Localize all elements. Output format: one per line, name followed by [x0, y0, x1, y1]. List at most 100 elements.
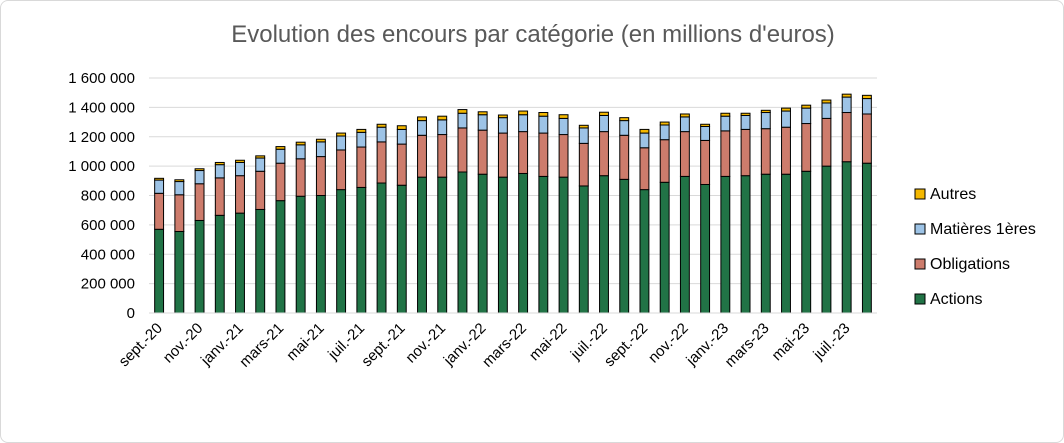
bar-segment-mati-res-1-res [740, 114, 751, 130]
bar-segment-mati-res-1-res [235, 161, 245, 177]
bar-segment-obligations [619, 134, 630, 180]
bar-segment-mati-res-1-res [861, 98, 872, 115]
bar-segment-mati-res-1-res [275, 148, 286, 164]
bar-segment-actions [497, 176, 508, 314]
bar-segment-obligations [235, 175, 245, 214]
bar-segment-mati-res-1-res [174, 181, 185, 196]
bar-segment-mati-res-1-res [801, 107, 812, 125]
bar-segment-obligations [861, 113, 872, 164]
bar-segment-autres [781, 107, 791, 112]
bar-segment-mati-res-1-res [417, 120, 427, 136]
bar-segment-autres [235, 159, 245, 163]
bar-segment-mati-res-1-res [437, 119, 448, 136]
bar-segment-obligations [336, 149, 347, 191]
x-tick-label: mai-22 [526, 320, 570, 364]
bar-segment-obligations [497, 132, 508, 178]
bar-segment-autres [841, 93, 852, 98]
bar-segment-autres [497, 114, 508, 119]
bar-segment-actions [518, 172, 529, 314]
bar-segment-mati-res-1-res [154, 179, 165, 194]
y-tick-label: 0 [127, 305, 135, 322]
bar-segment-autres [679, 113, 690, 118]
bar-segment-obligations [558, 134, 569, 178]
y-tick-label: 1 000 000 [68, 158, 135, 175]
bar-segment-actions [194, 219, 205, 314]
bar-segment-autres [417, 116, 427, 122]
bar-segment-mati-res-1-res [336, 135, 347, 151]
bar-segment-mati-res-1-res [457, 112, 468, 129]
bar-segment-autres [700, 123, 711, 127]
legend-swatch [914, 188, 926, 200]
legend-swatch [914, 293, 926, 305]
bar-segment-obligations [518, 131, 529, 174]
bar-segment-mati-res-1-res [700, 125, 711, 141]
bar-segment-autres [639, 128, 650, 134]
bar-segment-autres [376, 123, 387, 128]
bar-segment-mati-res-1-res [295, 144, 306, 160]
x-tick-label: mai-23 [769, 320, 813, 364]
bar-segment-mati-res-1-res [720, 115, 731, 132]
y-tick-label: 800 000 [81, 188, 135, 205]
bar-segment-mati-res-1-res [578, 127, 589, 144]
legend-swatch [914, 223, 926, 235]
bar-segment-actions [861, 162, 872, 314]
y-tick-label: 1 600 000 [68, 70, 135, 87]
bar-segment-actions [417, 176, 427, 314]
bar-segment-autres [861, 94, 872, 100]
bar-segment-mati-res-1-res [376, 126, 387, 143]
x-tick-label: sept.-22 [601, 320, 651, 370]
bar-segment-mati-res-1-res [477, 114, 488, 131]
bar-segment-actions [558, 176, 569, 314]
bar-segment-obligations [255, 170, 266, 210]
x-tick-label: mai-21 [283, 320, 327, 364]
bar-segment-mati-res-1-res [214, 164, 225, 179]
bar-segment-obligations [174, 194, 185, 232]
bar-segment-actions [760, 173, 771, 314]
bar-segment-autres [740, 112, 751, 116]
bar-segment-mati-res-1-res [194, 170, 205, 185]
legend: Autres Matières 1ères Obligations Actions [914, 186, 1036, 308]
bar-segment-autres [255, 155, 266, 159]
bar-segment-obligations [315, 156, 326, 196]
bar-segment-actions [437, 176, 448, 314]
bar-segment-autres [174, 179, 185, 183]
bar-segment-actions [639, 189, 650, 314]
bar-segment-obligations [740, 128, 751, 177]
x-tick-label: juil.-23 [810, 320, 854, 364]
x-tick-label: sept.-21 [358, 320, 408, 370]
bar-segment-actions [599, 175, 609, 314]
bar-segment-autres [437, 115, 448, 121]
bar-segment-autres [720, 112, 731, 117]
bar-segment-obligations [841, 112, 852, 163]
bar-segment-actions [821, 165, 832, 314]
bar-segment-autres [295, 141, 306, 146]
bar-segment-obligations [801, 123, 812, 172]
bar-segment-mati-res-1-res [781, 110, 791, 128]
bar-segment-actions [235, 212, 245, 314]
bar-segment-autres [154, 177, 165, 181]
bar-segment-autres [558, 114, 569, 119]
bar-segment-actions [295, 195, 306, 314]
x-tick-label: mars-23 [722, 320, 773, 371]
bar-segment-mati-res-1-res [315, 141, 326, 158]
bar-segment-actions [659, 181, 670, 314]
bar-segment-obligations [194, 183, 205, 221]
bar-segment-obligations [457, 127, 468, 173]
bar-segment-obligations [578, 142, 589, 187]
bar-segment-actions [781, 173, 791, 314]
bar-segment-autres [659, 121, 670, 126]
y-tick-label: 1 400 000 [68, 99, 135, 116]
legend-label: Actions [930, 291, 982, 308]
bar-segment-mati-res-1-res [255, 157, 266, 172]
bar-segment-mati-res-1-res [538, 115, 549, 134]
bar-segment-autres [518, 110, 529, 116]
bar-segment-autres [760, 109, 771, 114]
bar-segment-autres [538, 112, 549, 117]
bar-segment-mati-res-1-res [639, 132, 650, 149]
bar-segment-actions [376, 182, 387, 314]
bar-segment-mati-res-1-res [518, 114, 529, 133]
bar-segment-obligations [376, 141, 387, 184]
bar-segment-obligations [295, 158, 306, 197]
bar-segment-mati-res-1-res [558, 117, 569, 136]
bar-segment-actions [154, 228, 165, 314]
